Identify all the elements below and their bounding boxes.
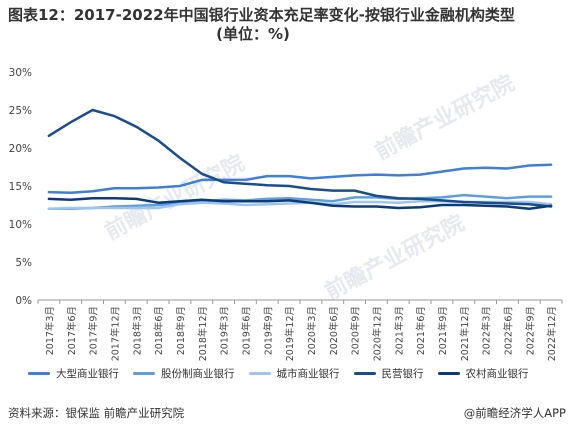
legend-item: 城市商业银行 (248, 366, 340, 381)
legend-label: 农村商业银行 (465, 368, 529, 380)
x-tick-label: 2017年6月 (66, 306, 78, 355)
legend-swatch (133, 372, 155, 375)
x-tick-label: 2019年9月 (262, 306, 274, 355)
x-tick-label: 2022年3月 (481, 306, 493, 355)
x-tick-label: 2019年6月 (240, 306, 252, 355)
x-tick-label: 2018年3月 (131, 306, 143, 355)
x-tick-label: 2017年3月 (44, 306, 56, 355)
x-tick-label: 2021年12月 (459, 306, 471, 361)
x-tick-label: 2020年9月 (350, 306, 362, 355)
series-line-1 (47, 193, 553, 211)
legend-swatch (28, 372, 50, 375)
y-tick-label: 10% (9, 219, 32, 231)
chart-title: 图表12：2017-2022年中国银行业资本充足率变化-按银行业金融机构类型 (… (8, 6, 568, 44)
x-tick-label: 2018年9月 (175, 306, 187, 355)
x-tick-label: 2017年9月 (88, 306, 100, 355)
x-axis: 2017年3月 2017年6月 2017年9月 2017年12月 2018年3月 2018… (37, 299, 563, 361)
y-tick-label: 20% (9, 143, 32, 155)
x-tick-label: 2022年9月 (524, 306, 536, 355)
legend-item: 大型商业银行 (28, 366, 119, 381)
legend-swatch (248, 372, 271, 375)
legend-swatch (353, 372, 376, 375)
legend-item: 民营银行 (353, 366, 424, 381)
x-tick-label: 2020年3月 (306, 306, 318, 355)
x-tick-label: 2018年6月 (153, 306, 165, 355)
x-tick-label: 2017年12月 (109, 306, 121, 361)
y-tick-label: 15% (9, 181, 32, 193)
x-tick-label: 2020年6月 (328, 306, 340, 355)
x-tick-label: 2021年3月 (393, 306, 405, 355)
y-axis: 0% 5% 10% 15% 20% 25% 30% (9, 67, 32, 307)
series-line-4 (47, 196, 553, 211)
x-tick-label: 2019年3月 (219, 306, 231, 355)
y-tick-label: 5% (15, 257, 32, 269)
y-tick-label: 25% (9, 105, 32, 117)
x-tick-label: 2022年6月 (502, 306, 514, 355)
series-line-3 (47, 108, 553, 208)
x-tick-label: 2021年9月 (437, 306, 449, 355)
series-lines (47, 108, 553, 211)
legend-item: 农村商业银行 (437, 366, 529, 381)
legend-label: 城市商业银行 (276, 368, 340, 380)
series-line-0 (47, 163, 553, 195)
y-tick-label: 0% (15, 295, 32, 307)
credit-note: @前瞻经济学人APP (463, 406, 566, 420)
chart-title-line1: 图表12：2017-2022年中国银行业资本充足率变化-按银行业金融机构类型 (8, 6, 515, 24)
legend-item: 股份制商业银行 (133, 366, 235, 381)
watermark-2: 前瞻产业研究院 (321, 210, 469, 305)
y-tick-label: 30% (9, 67, 32, 79)
source-note: 资料来源：银保监 前瞻产业研究院 (8, 406, 185, 420)
legend-swatch (437, 372, 460, 375)
x-tick-label: 2018年12月 (197, 306, 209, 361)
x-tick-label: 2022年12月 (546, 306, 558, 361)
x-tick-label: 2019年12月 (284, 306, 296, 361)
chart-title-line2: (单位：%) (216, 25, 290, 43)
watermark-1: 前瞻产业研究院 (371, 70, 519, 165)
legend-label: 股份制商业银行 (161, 368, 235, 380)
legend-label: 大型商业银行 (56, 368, 119, 380)
x-tick-label: 2021年6月 (415, 306, 427, 355)
legend-label: 民营银行 (381, 368, 424, 380)
chart-legend: 大型商业银行 股份制商业银行 城市商业银行 民营银行 农村商业银行 (28, 366, 568, 381)
x-tick-label: 2020年12月 (371, 306, 383, 361)
